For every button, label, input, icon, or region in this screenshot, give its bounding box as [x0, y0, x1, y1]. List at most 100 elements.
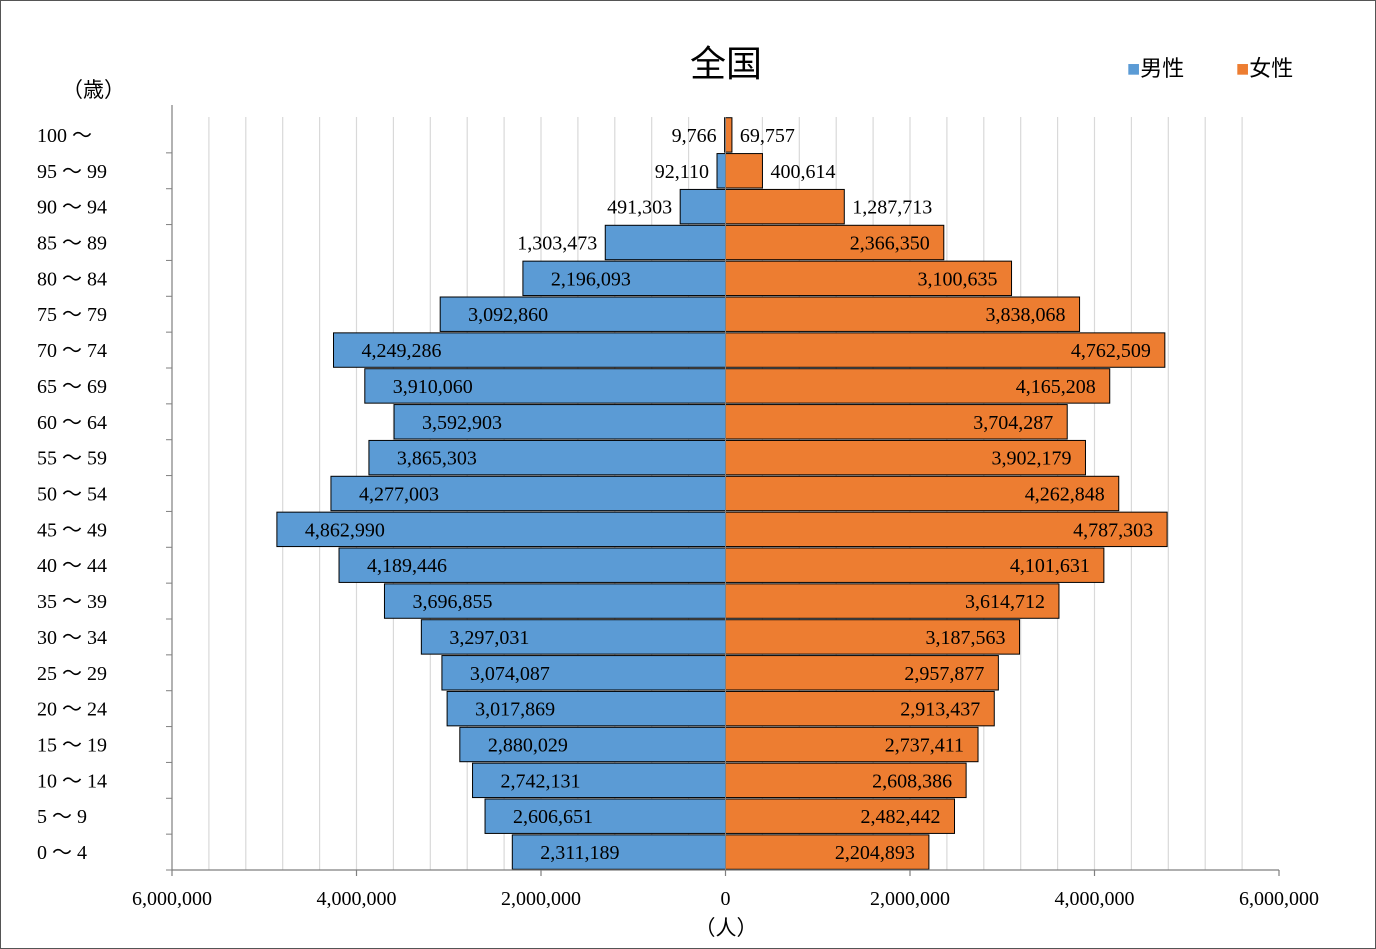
- bar-male: [716, 153, 727, 189]
- data-label-female: 3,100,635: [918, 268, 998, 290]
- bar-female: [725, 188, 845, 225]
- category-label: 20 ～ 24: [37, 699, 107, 721]
- category-label: 35 ～ 39: [37, 591, 107, 613]
- legend-entry-male: ■男性: [1127, 56, 1184, 81]
- data-label-female: 3,902,179: [991, 448, 1071, 470]
- data-label-female: 2,957,877: [904, 663, 984, 685]
- data-label-male: 3,592,903: [422, 412, 502, 434]
- bar-male: [472, 762, 726, 799]
- x-tick-label: 4,000,000: [1055, 888, 1135, 910]
- data-label-male: 2,742,131: [501, 770, 581, 792]
- category-label: 15 ～ 19: [37, 735, 107, 757]
- data-label-male: 9,766: [672, 125, 717, 147]
- bar-male: [446, 690, 726, 727]
- data-label-female: 3,614,712: [965, 591, 1045, 613]
- bar-female: [725, 547, 1105, 583]
- legend-text: 男性: [1140, 56, 1184, 81]
- category-label: 80 ～ 84: [37, 268, 107, 290]
- bar-male: [511, 834, 726, 870]
- y-axis-unit-label: （歳）: [62, 78, 125, 102]
- bar-female: [725, 726, 979, 763]
- data-label-male: 3,910,060: [393, 376, 473, 398]
- data-label-female: 2,913,437: [900, 699, 980, 721]
- bar-female: [725, 368, 1111, 404]
- category-label: 65 ～ 69: [37, 376, 107, 398]
- category-label: 40 ～ 44: [37, 555, 107, 577]
- data-label-male: 92,110: [655, 161, 709, 183]
- data-label-female: 3,187,563: [926, 627, 1006, 649]
- legend-swatch: ■: [1127, 56, 1140, 81]
- bar-female: [725, 798, 956, 834]
- data-label-female: 2,608,386: [872, 770, 952, 792]
- category-label: 10 ～ 14: [37, 770, 107, 792]
- data-label-male: 491,303: [607, 197, 672, 219]
- legend-swatch: ■: [1236, 56, 1249, 81]
- category-label: 5 ～ 9: [37, 806, 87, 828]
- data-label-female: 4,101,631: [1010, 555, 1090, 577]
- data-label-male: 3,092,860: [468, 304, 548, 326]
- x-tick-label: 2,000,000: [501, 888, 581, 910]
- bar-female: [725, 655, 999, 691]
- bar-male: [383, 583, 726, 619]
- data-label-female: 2,366,350: [850, 233, 930, 255]
- data-label-male: 3,017,869: [475, 699, 555, 721]
- category-label: 100 ～: [37, 125, 92, 147]
- data-label-female: 69,757: [740, 125, 795, 147]
- bar-male: [441, 655, 726, 691]
- data-label-male: 4,249,286: [362, 340, 442, 362]
- bar-male: [393, 404, 726, 440]
- bar-male: [276, 511, 726, 548]
- data-label-male: 2,311,189: [540, 842, 619, 864]
- data-label-female: 400,614: [770, 161, 835, 183]
- category-label: 60 ～ 64: [37, 412, 107, 434]
- data-label-female: 2,737,411: [885, 735, 964, 757]
- bar-male: [679, 188, 727, 225]
- bar-male: [484, 798, 726, 834]
- data-label-female: 4,787,303: [1073, 519, 1153, 541]
- data-label-male: 3,074,087: [470, 663, 550, 685]
- data-label-female: 4,165,208: [1016, 376, 1096, 398]
- axes-layer: 6,000,000 4,000,000 2,000,000 0 2,000,000 4,0…: [37, 105, 1319, 910]
- category-label: 25 ～ 29: [37, 663, 107, 685]
- data-label-male: 4,277,003: [359, 484, 439, 506]
- data-label-female: 2,482,442: [861, 806, 941, 828]
- bar-male: [368, 439, 726, 476]
- bar-female: [725, 117, 733, 153]
- category-label: 45 ～ 49: [37, 519, 107, 541]
- bar-female: [725, 475, 1120, 512]
- bar-male: [522, 260, 726, 297]
- category-label: 30 ～ 34: [37, 627, 107, 649]
- chart-title: 全国: [690, 44, 762, 84]
- bar-female: [725, 260, 1013, 297]
- bar-female: [725, 762, 967, 799]
- category-label: 85 ～ 89: [37, 233, 107, 255]
- bar-female: [725, 404, 1068, 440]
- x-tick-label: 6,000,000: [132, 888, 212, 910]
- category-label: 90 ～ 94: [37, 197, 107, 219]
- data-label-female: 4,262,848: [1025, 484, 1105, 506]
- bar-female: [725, 296, 1081, 332]
- category-label: 55 ～ 59: [37, 448, 107, 470]
- data-label-female: 4,762,509: [1071, 340, 1151, 362]
- data-label-male: 2,196,093: [551, 268, 631, 290]
- bar-female: [725, 153, 763, 189]
- bar-male: [333, 332, 726, 368]
- bar-female: [725, 834, 930, 870]
- category-label: 50 ～ 54: [37, 484, 107, 506]
- legend-entry-female: ■女性: [1236, 56, 1293, 81]
- x-tick-label: 6,000,000: [1239, 888, 1319, 910]
- category-label: 0 ～ 4: [37, 842, 87, 864]
- data-label-male: 3,696,855: [412, 591, 492, 613]
- data-label-male: 3,297,031: [449, 627, 529, 649]
- data-label-male: 4,189,446: [367, 555, 447, 577]
- x-tick-label: 2,000,000: [870, 888, 950, 910]
- legend-text: 女性: [1249, 56, 1293, 81]
- bars-layer: [276, 117, 1168, 870]
- data-label-male: 3,865,303: [397, 448, 477, 470]
- category-label: 70 ～ 74: [37, 340, 107, 362]
- category-label: 75 ～ 79: [37, 304, 107, 326]
- bar-female: [725, 332, 1166, 368]
- category-label: 95 ～ 99: [37, 161, 107, 183]
- bar-female: [725, 511, 1168, 548]
